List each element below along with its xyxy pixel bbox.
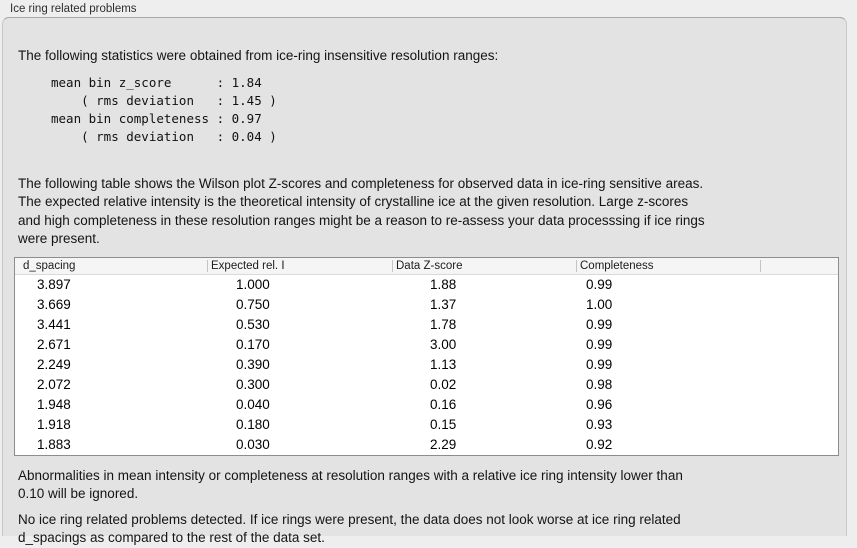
table-cell: 0.040 <box>236 397 270 412</box>
table-cell: 0.750 <box>236 297 270 312</box>
ice-ring-table: d_spacing Expected rel. I Data Z-score Comp… <box>14 257 839 456</box>
table-cell: 0.16 <box>430 397 457 412</box>
table-cell: 0.99 <box>586 277 613 292</box>
table-row[interactable]: 1.918 0.180 0.15 0.93 <box>15 415 838 435</box>
table-cell: 3.441 <box>37 317 71 332</box>
table-cell: 1.00 <box>586 297 613 312</box>
table-cell: 2.249 <box>37 357 71 372</box>
table-cell: 2.29 <box>430 437 457 452</box>
table-cell: 2.671 <box>37 337 71 352</box>
table-cell: 0.93 <box>586 417 613 432</box>
table-row[interactable]: 1.883 0.030 2.29 0.92 <box>15 435 838 455</box>
table-cell: 0.02 <box>430 377 457 392</box>
table-cell: 1.883 <box>37 437 71 452</box>
table-cell: 0.170 <box>236 337 270 352</box>
table-cell: 0.98 <box>586 377 613 392</box>
statistics-block: mean bin z_score : 1.84 ( rms deviation … <box>51 75 277 144</box>
table-row[interactable]: 3.441 0.530 1.78 0.99 <box>15 315 838 335</box>
table-cell: 0.96 <box>586 397 613 412</box>
table-cell: 0.180 <box>236 417 270 432</box>
table-body: 3.897 1.000 1.88 0.99 3.669 0.750 1.37 1.00 3.44… <box>15 275 838 455</box>
table-cell: 1.918 <box>37 417 71 432</box>
ice-ring-panel: The following statistics were obtained f… <box>2 17 847 545</box>
table-cell: 1.37 <box>430 297 457 312</box>
column-header-empty[interactable] <box>760 258 838 274</box>
table-cell: 1.948 <box>37 397 71 412</box>
table-row[interactable]: 2.249 0.390 1.13 0.99 <box>15 355 838 375</box>
ignore-note: Abnormalities in mean intensity or compl… <box>18 468 683 502</box>
column-header-d-spacing[interactable]: d_spacing <box>23 260 76 272</box>
table-row[interactable]: 3.897 1.000 1.88 0.99 <box>15 275 838 295</box>
table-cell: 0.390 <box>236 357 270 372</box>
table-description: The following table shows the Wilson plo… <box>18 176 705 247</box>
table-cell: 1.13 <box>430 357 457 372</box>
table-cell: 0.530 <box>236 317 270 332</box>
table-cell: 0.99 <box>586 317 613 332</box>
table-row[interactable]: 2.072 0.300 0.02 0.98 <box>15 375 838 395</box>
table-cell: 0.99 <box>586 337 613 352</box>
table-cell: 1.78 <box>430 317 457 332</box>
table-cell: 1.000 <box>236 277 270 292</box>
column-header-completeness[interactable]: Completeness <box>576 258 760 274</box>
conclusion-text: No ice ring related problems detected. I… <box>18 512 681 546</box>
table-cell: 2.072 <box>37 377 71 392</box>
table-cell: 0.92 <box>586 437 613 452</box>
table-header-row: d_spacing Expected rel. I Data Z-score Comp… <box>15 258 838 275</box>
table-cell: 0.030 <box>236 437 270 452</box>
table-cell: 0.15 <box>430 417 457 432</box>
table-row[interactable]: 1.948 0.040 0.16 0.96 <box>15 395 838 415</box>
table-cell: 3.669 <box>37 297 71 312</box>
intro-text: The following statistics were obtained f… <box>18 48 499 63</box>
table-cell: 0.99 <box>586 357 613 372</box>
table-cell: 1.88 <box>430 277 457 292</box>
table-cell: 3.00 <box>430 337 457 352</box>
table-row[interactable]: 3.669 0.750 1.37 1.00 <box>15 295 838 315</box>
group-title: Ice ring related problems <box>10 3 137 15</box>
table-cell: 0.300 <box>236 377 270 392</box>
table-row[interactable]: 2.671 0.170 3.00 0.99 <box>15 335 838 355</box>
ice-ring-report-page: Ice ring related problems The following … <box>2 3 847 545</box>
column-header-expected-rel-i[interactable]: Expected rel. I <box>207 258 392 274</box>
table-cell: 3.897 <box>37 277 71 292</box>
column-header-data-z-score[interactable]: Data Z-score <box>392 258 576 274</box>
